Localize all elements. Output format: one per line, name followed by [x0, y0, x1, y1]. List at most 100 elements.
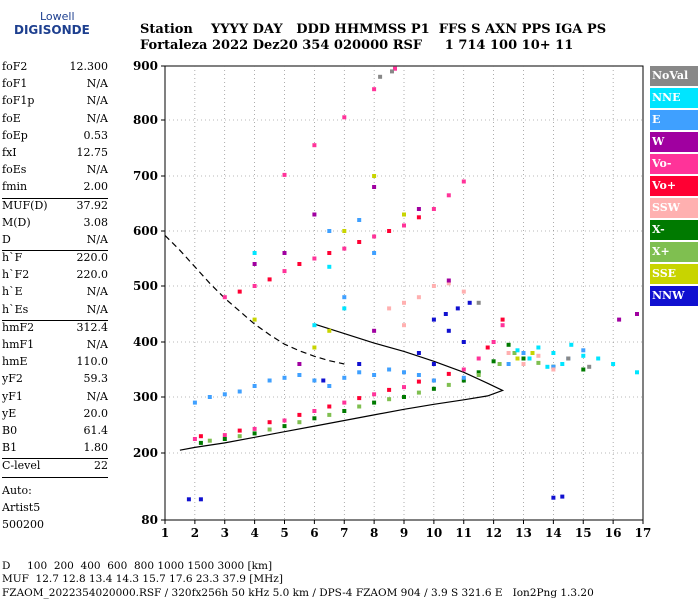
y-tick-label: 500 [133, 279, 158, 293]
param-key: h`F [2, 251, 23, 265]
curve-profile-solid [179, 323, 505, 451]
point-w [617, 317, 622, 322]
legend-item-vo: Vo+ [650, 176, 698, 196]
param-key: fmin [2, 180, 28, 194]
legend-item-sse: SSE [650, 264, 698, 284]
param-value: N/A [86, 111, 108, 125]
point-e [581, 348, 586, 353]
point-nnw [455, 306, 460, 311]
param-row-b1: B1 1.80 [2, 441, 108, 458]
point-sse [530, 351, 535, 355]
x-tick-label: 16 [605, 526, 622, 540]
param-value: N/A [86, 338, 108, 351]
point-ssw [521, 362, 526, 366]
point-vo [357, 396, 362, 401]
point-x [402, 395, 406, 399]
point-nne [342, 306, 347, 311]
header-values: Fortaleza 2022 Dez20 354 020000 RSF 1 71… [140, 38, 574, 53]
point-nne [581, 353, 586, 358]
param-key: h`F2 [2, 268, 30, 282]
point-e [282, 375, 287, 380]
point-vo [500, 317, 505, 322]
point-w [416, 207, 421, 211]
point-vo [327, 404, 332, 409]
point-vo [237, 428, 242, 433]
point-vo [312, 409, 317, 413]
point-e [551, 364, 556, 369]
point-e [461, 375, 466, 380]
point-nnw [321, 378, 326, 383]
param-key: h`Es [2, 302, 29, 316]
param-row-hme: hmE 110.0 [2, 355, 108, 372]
point-vo [252, 284, 257, 288]
point-vo [252, 426, 257, 431]
point-ssw [387, 306, 392, 311]
point-e [237, 389, 242, 394]
param-value: N/A [86, 302, 108, 316]
point-nne [635, 370, 639, 375]
param-row-ye: yE 20.0 [2, 407, 108, 424]
point-vo [222, 433, 227, 438]
point-vo [327, 251, 332, 255]
point-vo [500, 323, 505, 328]
auto-scaling-line: Artist5 [2, 500, 41, 514]
point-e [357, 218, 362, 222]
point-nne [515, 348, 520, 353]
x-tick-label: 7 [340, 526, 348, 540]
param-row-hf: h`F 220.0 [2, 251, 108, 268]
point-x [252, 431, 257, 436]
param-value: N/A [86, 77, 108, 91]
param-key: hmF1 [2, 338, 35, 351]
x-tick-label: 17 [635, 526, 652, 540]
point-vo [402, 385, 406, 390]
legend-item-vo: Vo- [650, 154, 698, 174]
point-x [372, 400, 377, 405]
param-value: N/A [86, 163, 108, 177]
point-w [297, 362, 302, 366]
curve-profile-dashed [164, 234, 345, 365]
point-x [198, 440, 203, 445]
x-tick-label: 10 [426, 526, 443, 540]
point-sse [312, 345, 317, 350]
param-key: yE [2, 406, 17, 420]
y-tick-label: 200 [133, 446, 158, 460]
point-vo [402, 223, 406, 228]
point-vo [446, 193, 451, 198]
point-ssw [416, 295, 421, 300]
x-tick-label: 13 [515, 526, 532, 540]
param-key: B1 [2, 441, 18, 455]
point-sse [342, 229, 347, 233]
point-e [372, 373, 377, 377]
point-w [635, 312, 639, 316]
point-e [372, 251, 377, 255]
point-sse [515, 356, 520, 361]
param-key: yF2 [2, 372, 23, 386]
point-nne [560, 362, 565, 366]
point-nnw [467, 300, 472, 305]
point-nne [252, 251, 257, 255]
point-nne [536, 345, 541, 350]
param-row-hes: h`Es N/A [2, 303, 108, 320]
point-e [387, 367, 392, 372]
param-value: 12.75 [76, 145, 109, 159]
parameter-panel: foF2 12.300 foF1 N/A foF1p N/A foE N/A foEp 0.53 f… [2, 60, 108, 535]
point-vo [372, 87, 377, 92]
point-vo [192, 437, 197, 441]
point-x [267, 427, 272, 432]
point-e [521, 351, 526, 355]
footer-distance-row: D 100 200 400 600 800 1000 1500 3000 [km… [2, 560, 273, 572]
point-sse [372, 174, 377, 178]
point-x [282, 424, 287, 429]
param-key: yF1 [2, 389, 23, 403]
point-vo [282, 172, 287, 177]
auto-scaling-line: 500200 [2, 517, 44, 531]
point-ssw [446, 281, 451, 286]
point-vo [222, 295, 227, 300]
param-value: 22 [94, 459, 108, 473]
point-vo [476, 356, 481, 361]
param-value: N/A [86, 285, 108, 299]
param-value: 220.0 [76, 268, 109, 282]
point-x [207, 438, 212, 443]
point-e [252, 384, 257, 388]
point-ssw [402, 300, 406, 305]
